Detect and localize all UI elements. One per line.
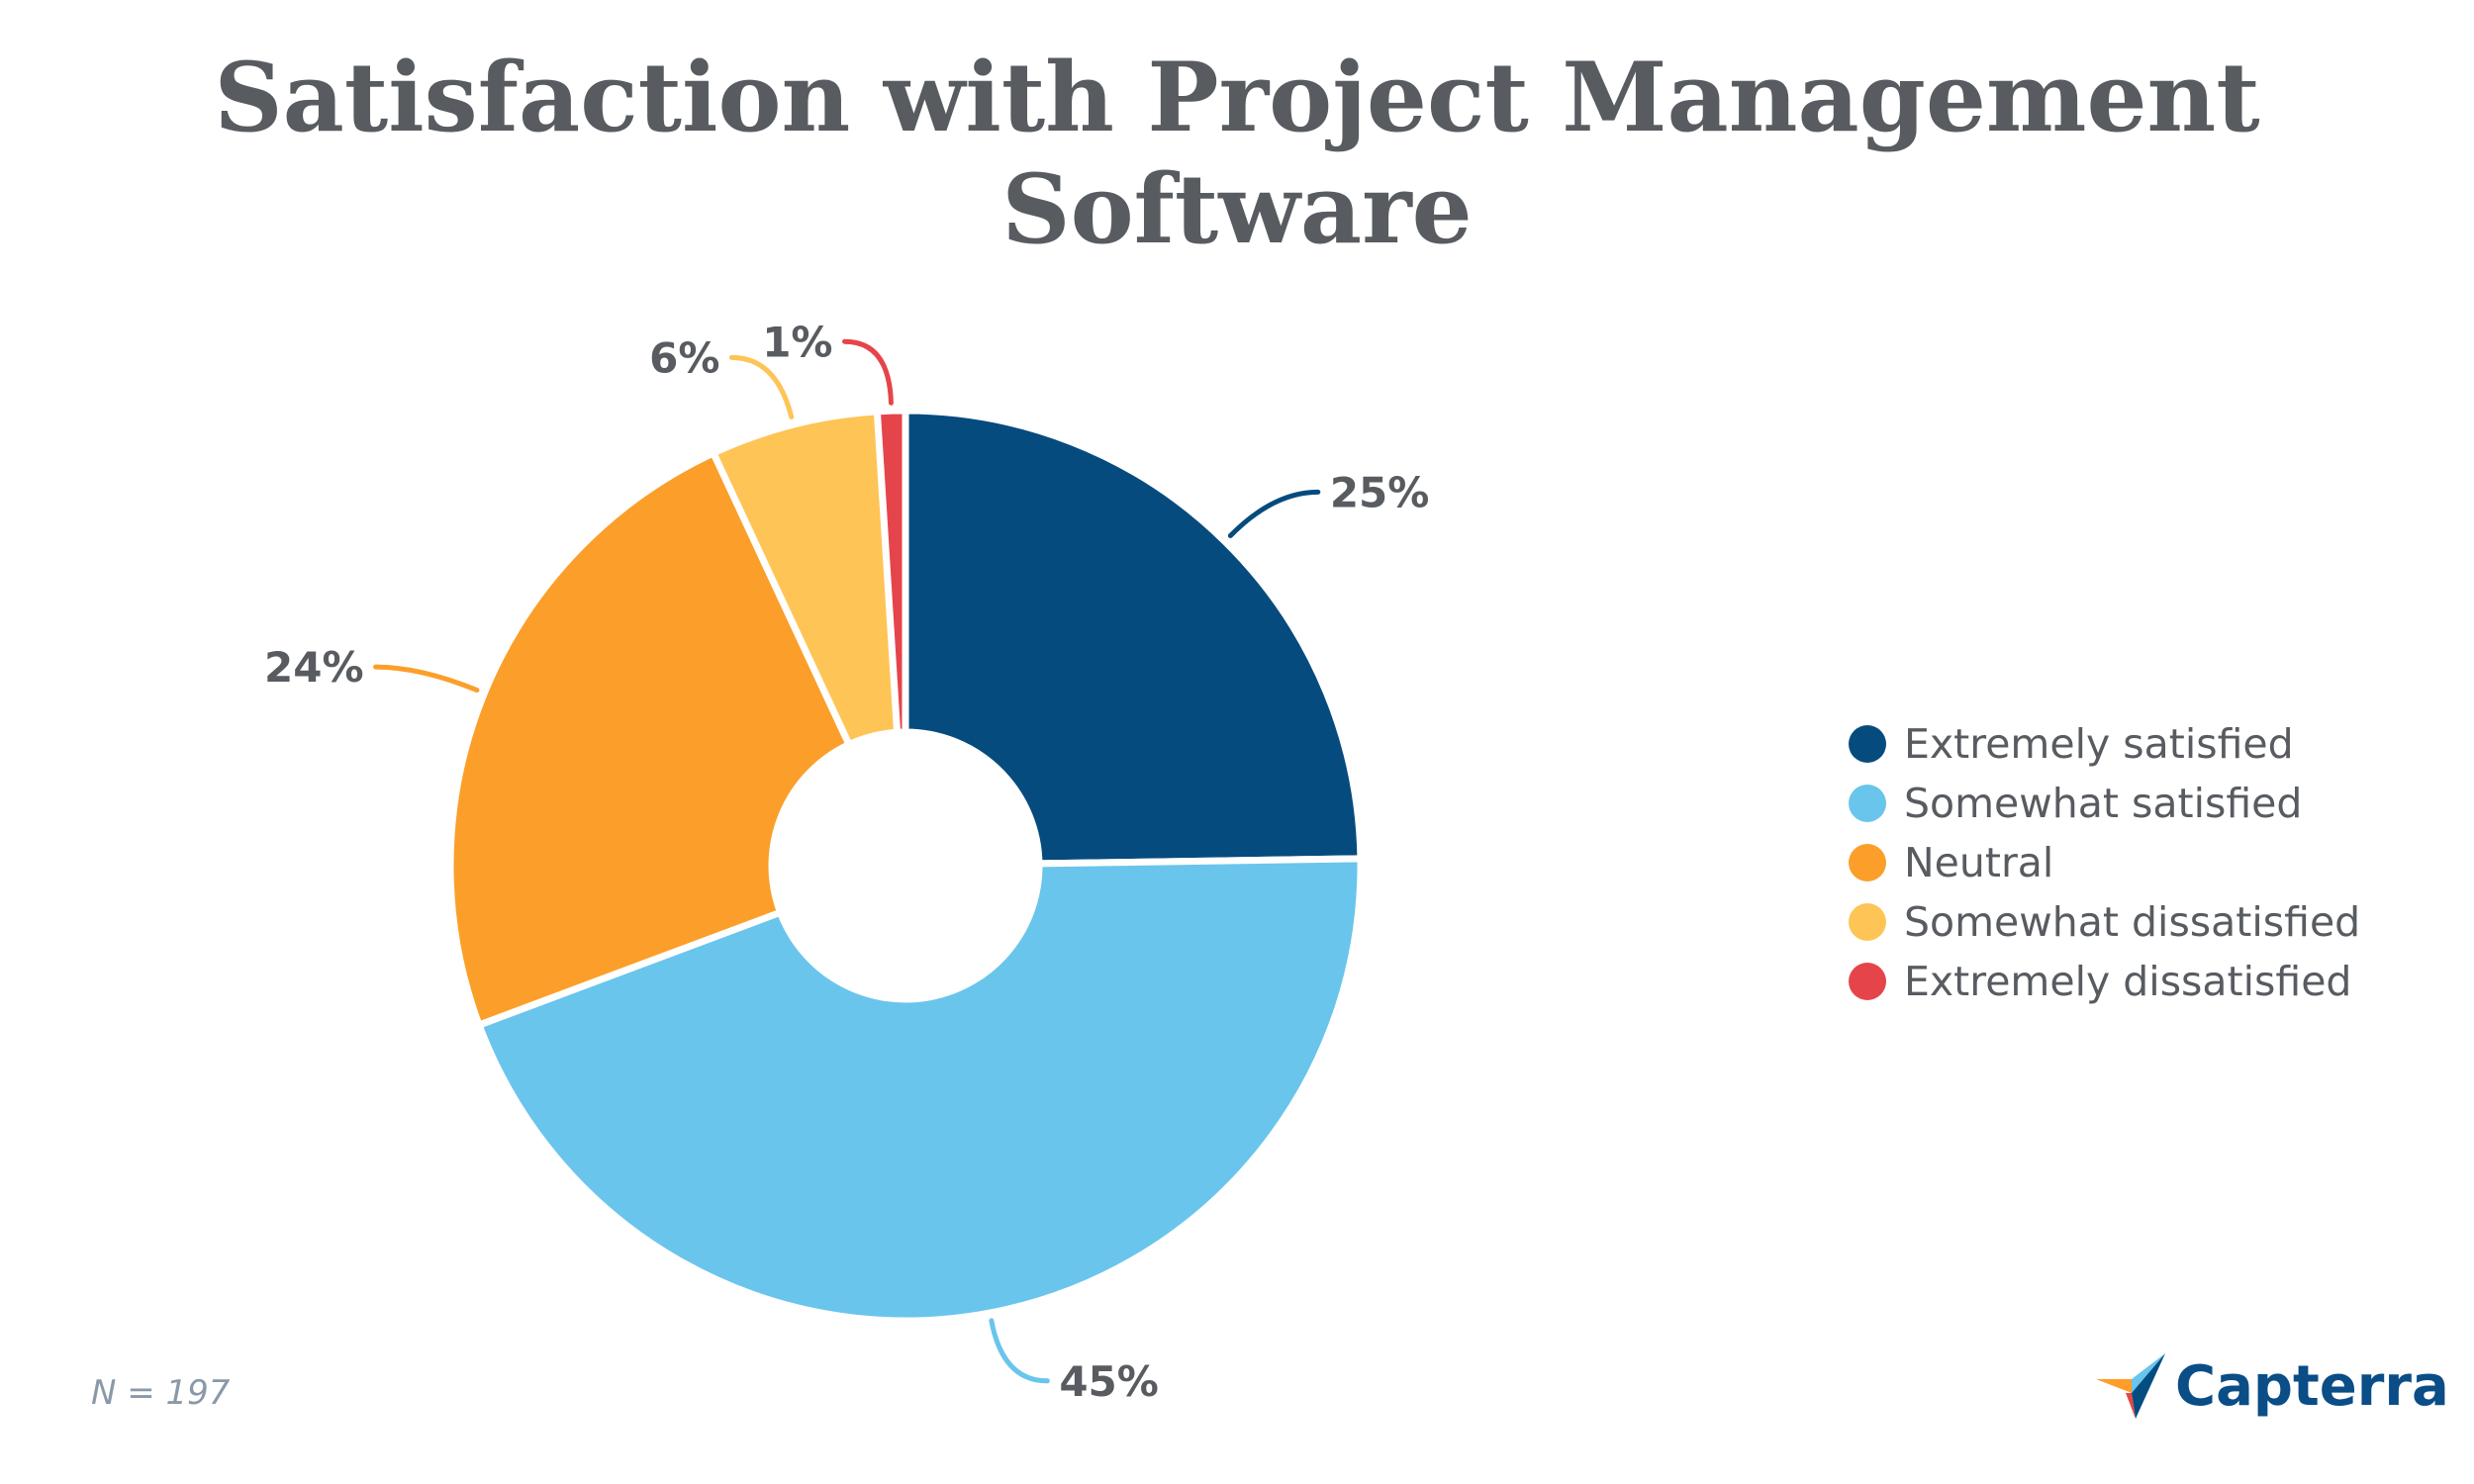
legend-swatch xyxy=(1849,963,1886,1000)
capterra-logo: Capterra xyxy=(2096,1353,2449,1419)
legend-label: Neutral xyxy=(1904,839,2054,886)
pie-slice xyxy=(902,407,1365,868)
legend-label: Somewhat satisfied xyxy=(1904,780,2303,827)
chart-title: Satisfaction with Project Management Sof… xyxy=(214,42,2260,265)
data-label: 1% xyxy=(762,318,832,366)
legend-swatch xyxy=(1849,725,1886,763)
leader-line xyxy=(989,1318,1050,1384)
pie-slice xyxy=(475,855,1365,1325)
leader-line xyxy=(728,354,795,419)
legend: Extremely satisfied Somewhat satisfied N… xyxy=(1849,714,2360,1011)
legend-swatch xyxy=(1849,785,1886,822)
sample-size-note: N = 197 xyxy=(91,1373,231,1413)
pie-slice xyxy=(873,407,909,736)
leader-line xyxy=(1227,489,1321,539)
data-label: 45% xyxy=(1059,1357,1159,1406)
data-label: 24% xyxy=(264,643,364,692)
data-label: 25% xyxy=(1330,468,1430,516)
legend-label: Extremely dissatisfied xyxy=(1904,958,2352,1005)
legend-label: Somewhat dissatisfied xyxy=(1904,898,2361,946)
legend-swatch xyxy=(1849,844,1886,881)
legend-label: Extremely satisfied xyxy=(1904,720,2294,768)
legend-item: Extremely satisfied xyxy=(1849,714,2360,774)
brand-name: Capterra xyxy=(2175,1353,2449,1419)
legend-item: Extremely dissatisfied xyxy=(1849,952,2360,1011)
pie-slice xyxy=(446,449,853,1029)
legend-swatch xyxy=(1849,903,1886,941)
legend-item: Neutral xyxy=(1849,833,2360,892)
data-label: 6% xyxy=(649,333,719,382)
leader-line xyxy=(842,338,894,406)
legend-item: Somewhat satisfied xyxy=(1849,774,2360,833)
legend-item: Somewhat dissatisfied xyxy=(1849,892,2360,952)
leader-line xyxy=(373,664,480,694)
capterra-logo-icon xyxy=(2096,1353,2165,1419)
